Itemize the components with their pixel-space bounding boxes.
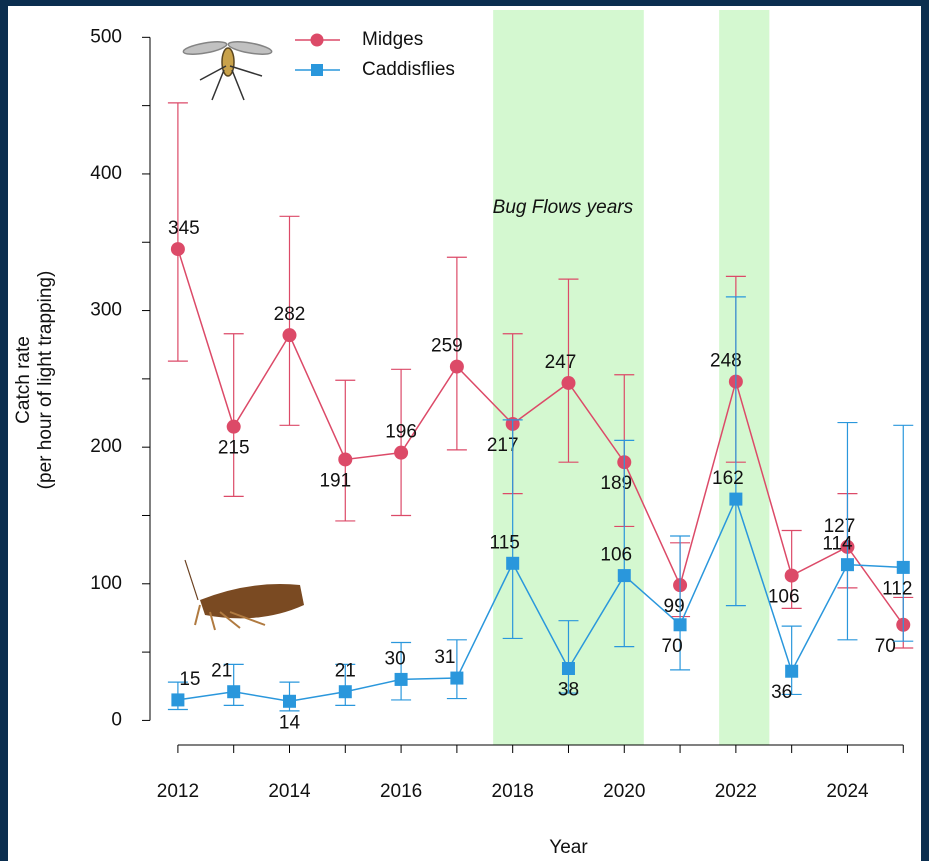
value-label: 248 <box>710 351 742 372</box>
value-label: 31 <box>434 647 455 668</box>
plot-background <box>8 6 921 861</box>
point <box>450 671 464 685</box>
x-tick-label: 2022 <box>715 781 757 802</box>
shaded-span <box>719 10 770 745</box>
value-label: 247 <box>545 352 577 373</box>
legend-label: Midges <box>362 29 423 50</box>
value-label: 21 <box>211 661 232 682</box>
value-label: 15 <box>179 669 200 690</box>
point <box>840 558 854 572</box>
error-bar <box>446 639 467 700</box>
value-label: 99 <box>664 596 685 617</box>
error-bar <box>725 296 746 607</box>
point <box>170 242 185 257</box>
main-layer: Bug Flows years 0 100 200 300 400 500 2012 2014 2… <box>13 26 914 858</box>
value-label: 189 <box>600 473 632 494</box>
value-label: 345 <box>168 218 200 239</box>
error-bar <box>167 102 188 362</box>
x-tick-label: 2020 <box>603 781 645 802</box>
error-bar <box>893 424 914 642</box>
legend-label: Caddisflies <box>362 59 455 80</box>
y-tick-label: 300 <box>90 300 122 321</box>
error-bar <box>670 535 691 671</box>
shade-layer <box>493 10 770 745</box>
midge-icon <box>182 41 273 101</box>
y-tick-label: 200 <box>90 436 122 457</box>
point <box>282 328 297 343</box>
y-tick-label: 100 <box>90 573 122 594</box>
value-label: 215 <box>218 438 250 459</box>
error-bar <box>223 663 244 706</box>
caddisfly-icon <box>184 559 304 631</box>
y-axis-title: (per hour of light trapping) <box>35 271 56 490</box>
y-tick-label: 0 <box>111 709 122 730</box>
y-tick-label: 500 <box>90 26 122 47</box>
point <box>506 556 520 570</box>
point <box>282 694 296 708</box>
value-label: 30 <box>385 648 406 669</box>
error-bar <box>335 663 356 706</box>
error-bar <box>558 620 579 694</box>
value-label: 217 <box>487 435 519 456</box>
point <box>394 445 409 460</box>
value-label: 21 <box>335 661 356 682</box>
value-label: 106 <box>768 587 800 608</box>
value-label: 162 <box>712 468 744 489</box>
y-axis-title: Catch rate <box>13 336 34 424</box>
error-bar <box>279 215 300 426</box>
error-bar <box>391 368 412 517</box>
point <box>729 492 743 506</box>
point <box>227 685 241 699</box>
value-label: 259 <box>431 336 463 357</box>
point <box>673 618 687 632</box>
x-tick-label: 2024 <box>826 781 869 802</box>
value-label: 114 <box>822 534 853 555</box>
point <box>785 664 799 678</box>
x-axis-title: Year <box>549 837 588 858</box>
error-bar <box>837 421 858 641</box>
value-label: 112 <box>882 578 912 599</box>
value-label: 115 <box>490 532 520 553</box>
point <box>226 419 241 434</box>
error-bar <box>558 278 579 463</box>
series-line <box>177 496 904 703</box>
x-tick-label: 2012 <box>157 781 199 802</box>
x-tick-label: 2014 <box>268 781 311 802</box>
error-bar <box>781 625 802 696</box>
value-label: 38 <box>558 680 579 701</box>
point <box>338 685 352 699</box>
point <box>784 568 799 583</box>
point <box>896 560 910 574</box>
annotation: Bug Flows years <box>493 197 634 218</box>
value-label: 196 <box>385 422 417 443</box>
x-tick-label: 2018 <box>492 781 534 802</box>
value-label: 106 <box>600 545 632 566</box>
point <box>561 375 576 390</box>
value-label: 191 <box>319 470 351 491</box>
error-bar <box>614 439 635 648</box>
error-bar <box>502 419 523 640</box>
value-label: 70 <box>662 636 683 657</box>
point <box>394 672 408 686</box>
x-tick-label: 2016 <box>380 781 422 802</box>
value-label: 70 <box>875 636 896 657</box>
series-line <box>177 248 904 626</box>
legend-marker <box>310 33 324 47</box>
error-bar <box>335 379 356 522</box>
value-label: 36 <box>771 682 792 703</box>
point <box>449 359 464 374</box>
value-label: 14 <box>279 712 301 733</box>
legend-marker <box>311 64 323 76</box>
error-bar <box>446 256 467 451</box>
point <box>338 452 353 467</box>
y-tick-label: 400 <box>90 163 122 184</box>
value-label: 282 <box>274 304 306 325</box>
error-bar <box>391 641 412 701</box>
point <box>617 569 631 583</box>
point <box>171 693 185 707</box>
error-bar <box>223 333 244 497</box>
point <box>561 661 575 675</box>
